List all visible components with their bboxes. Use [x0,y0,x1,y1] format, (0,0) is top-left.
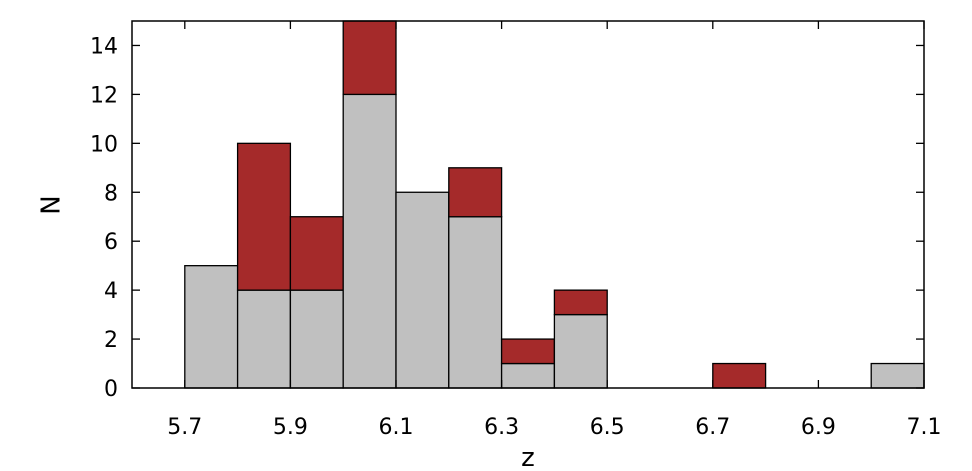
bar-series2-bin-6.2 [448,167,503,218]
x-tick-label: 6.7 [695,415,730,440]
bar-series2-bin-6.7 [712,362,767,389]
bar-series1-bin-5.9 [289,289,344,389]
x-tick-label: 5.7 [167,415,202,440]
x-tick-label: 6.9 [801,415,836,440]
x-tick-label: 7.1 [907,415,942,440]
bars-layer [184,20,925,389]
bar-series2-bin-6 [342,20,397,96]
y-tick-label: 8 [104,181,118,206]
bar-series2-bin-5.8 [236,142,292,291]
bar-series1-bin-6.4 [553,313,608,389]
x-tick-label: 6.3 [484,415,519,440]
x-tick-label: 6.5 [590,415,625,440]
y-tick-label: 14 [90,34,118,59]
bar-series1-bin-6 [342,93,397,389]
y-tick-label: 0 [104,377,118,402]
y-tick-label: 2 [104,328,118,353]
y-tick-label: 4 [104,279,118,304]
y-tick-label: 6 [104,230,118,255]
plot-frame [131,20,925,389]
bar-series1-bin-6.2 [448,216,503,389]
y-axis-label: N [37,195,67,214]
bar-series1-bin-6.1 [395,191,450,389]
x-tick-label: 6.1 [379,415,414,440]
bar-series2-bin-6.3 [500,338,556,365]
bar-series1-bin-5.7 [184,265,239,389]
x-tick-label: 5.9 [273,415,308,440]
bar-series2-bin-6.4 [553,289,608,316]
bar-series1-bin-5.8 [236,289,292,389]
bar-series2-bin-5.9 [289,216,344,291]
y-tick-label: 12 [90,83,118,108]
x-tick-labels: 5.7 5.9 6.1 6.3 6.5 6.7 6.9 7.1 [167,415,941,440]
y-tick-labels: 0 2 4 6 8 10 12 14 [90,34,118,402]
y-tick-label: 10 [90,132,118,157]
bar-series1-bin-7 [870,362,925,389]
x-axis-label: z [521,443,535,471]
bar-series1-bin-6.3 [500,362,556,389]
